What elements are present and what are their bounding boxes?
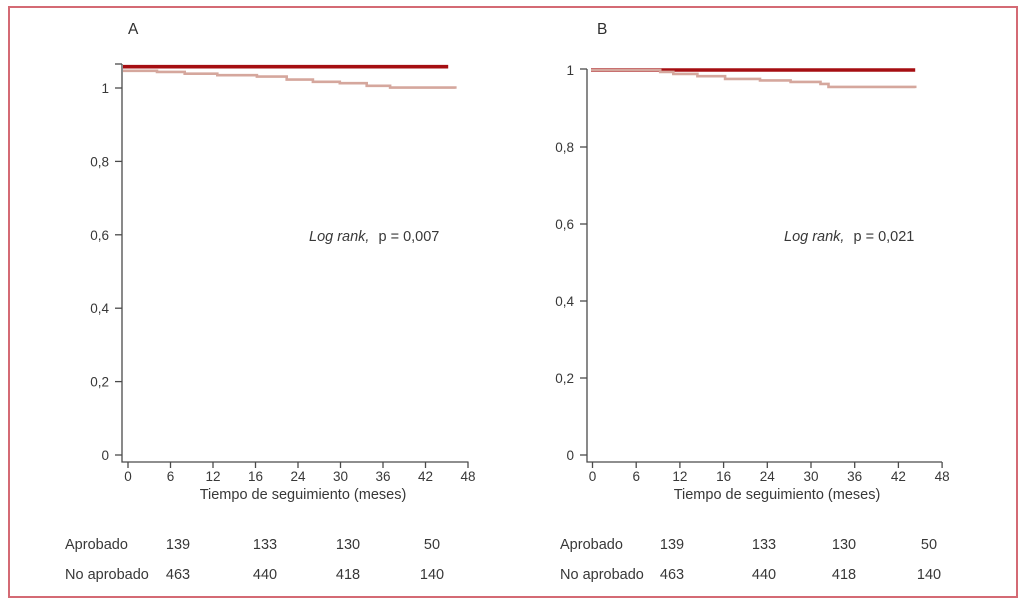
risk-row-label: Aprobado xyxy=(560,537,623,553)
risk-count: 50 xyxy=(424,537,440,553)
x-tick-label: 16 xyxy=(248,469,263,484)
y-tick-label: 0 xyxy=(566,448,574,463)
y-tick-label: 0,6 xyxy=(90,228,109,243)
logrank-annotation-a: Log rank, p = 0,007 xyxy=(309,229,439,245)
x-tick-label: 24 xyxy=(290,469,306,484)
axis-lines xyxy=(121,64,469,463)
y-tick-label: 0,4 xyxy=(555,294,574,309)
y-tick-label: 0,2 xyxy=(90,375,109,390)
x-tick-label: 24 xyxy=(760,469,776,484)
risk-count: 440 xyxy=(253,567,277,583)
x-tick-label: 30 xyxy=(803,469,818,484)
axis-lines xyxy=(586,69,942,463)
y-tick-label: 0,4 xyxy=(90,301,109,316)
y-tick-label: 1 xyxy=(566,63,574,78)
x-tick-label: 48 xyxy=(460,469,475,484)
risk-count: 463 xyxy=(660,567,684,583)
risk-count: 463 xyxy=(166,567,190,583)
y-tick-label: 1 xyxy=(101,81,109,96)
x-tick-label: 48 xyxy=(935,469,950,484)
risk-row-label: No aprobado xyxy=(560,567,644,583)
risk-count: 139 xyxy=(166,537,190,553)
risk-count: 133 xyxy=(752,537,776,553)
km-panel-A: 1 0,8 0,6 0,4 0,2 00 6 12 16 24 30 36 42 48 Aprobado 13… xyxy=(65,63,476,583)
y-tick-label: 0,2 xyxy=(555,371,574,386)
y-tick-label: 0,6 xyxy=(555,217,574,232)
risk-count: 140 xyxy=(917,567,941,583)
risk-count: 418 xyxy=(832,567,856,583)
risk-count: 130 xyxy=(832,537,856,553)
risk-count: 140 xyxy=(420,567,444,583)
logrank-annotation-b: Log rank, p = 0,021 xyxy=(784,229,914,245)
x-tick-label: 12 xyxy=(672,469,687,484)
risk-row-label: Aprobado xyxy=(65,537,128,553)
x-axis-title-a: Tiempo de seguimiento (meses) xyxy=(200,487,407,503)
y-tick-label: 0,8 xyxy=(90,154,109,169)
x-tick-label: 12 xyxy=(205,469,220,484)
risk-count: 50 xyxy=(921,537,937,553)
x-tick-label: 36 xyxy=(375,469,390,484)
risk-count: 130 xyxy=(336,537,360,553)
x-tick-label: 42 xyxy=(891,469,906,484)
x-tick-label: 42 xyxy=(418,469,433,484)
km-curve-no-aprobado xyxy=(123,69,457,89)
risk-row-label: No aprobado xyxy=(65,567,149,583)
risk-count: 440 xyxy=(752,567,776,583)
y-tick-label: 0 xyxy=(101,448,109,463)
y-tick-label: 0,8 xyxy=(555,140,574,155)
x-tick-label: 36 xyxy=(847,469,862,484)
risk-count: 139 xyxy=(660,537,684,553)
x-tick-label: 16 xyxy=(716,469,731,484)
risk-count: 133 xyxy=(253,537,277,553)
x-tick-label: 6 xyxy=(167,469,175,484)
panel-a-label: A xyxy=(128,21,139,38)
km-curve-no-aprobado xyxy=(591,68,917,89)
x-tick-label: 30 xyxy=(333,469,348,484)
risk-count: 418 xyxy=(336,567,360,583)
x-tick-label: 0 xyxy=(124,469,132,484)
panel-b-label: B xyxy=(597,21,607,38)
x-tick-label: 0 xyxy=(589,469,597,484)
km-panel-B: 1 0,8 0,6 0,4 0,2 00 6 12 16 24 30 36 42 48 Aprobado 13… xyxy=(555,63,949,583)
x-tick-label: 6 xyxy=(632,469,640,484)
x-axis-title-b: Tiempo de seguimiento (meses) xyxy=(674,487,881,503)
